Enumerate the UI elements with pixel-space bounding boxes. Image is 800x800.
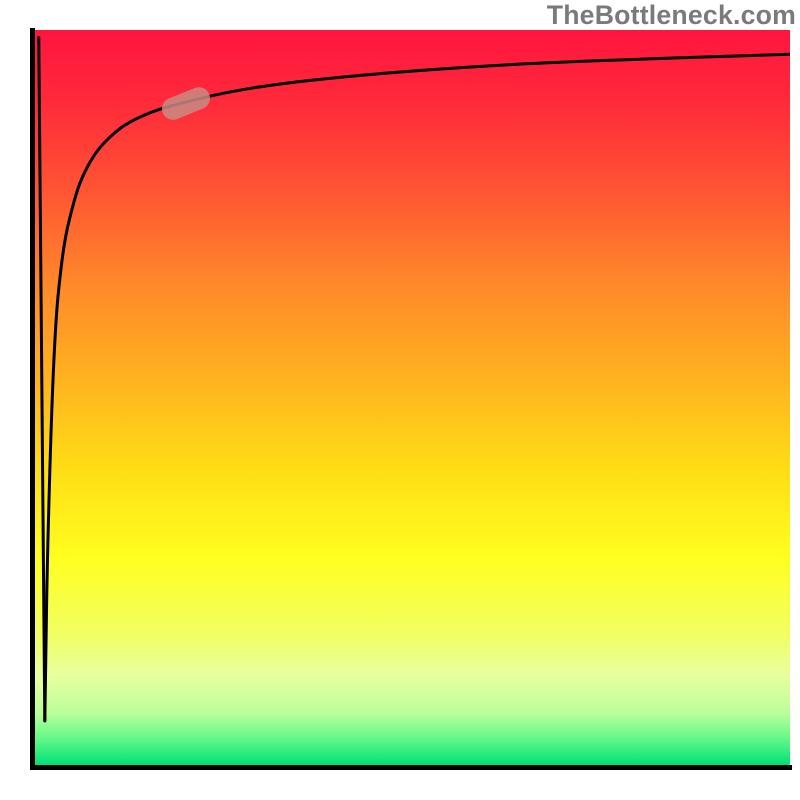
axis-border-left — [30, 28, 35, 770]
chart-canvas: TheBottleneck.com — [0, 0, 800, 800]
plot-background-gradient — [35, 30, 790, 765]
chart-svg — [0, 0, 800, 800]
axis-border-bottom — [30, 765, 792, 770]
